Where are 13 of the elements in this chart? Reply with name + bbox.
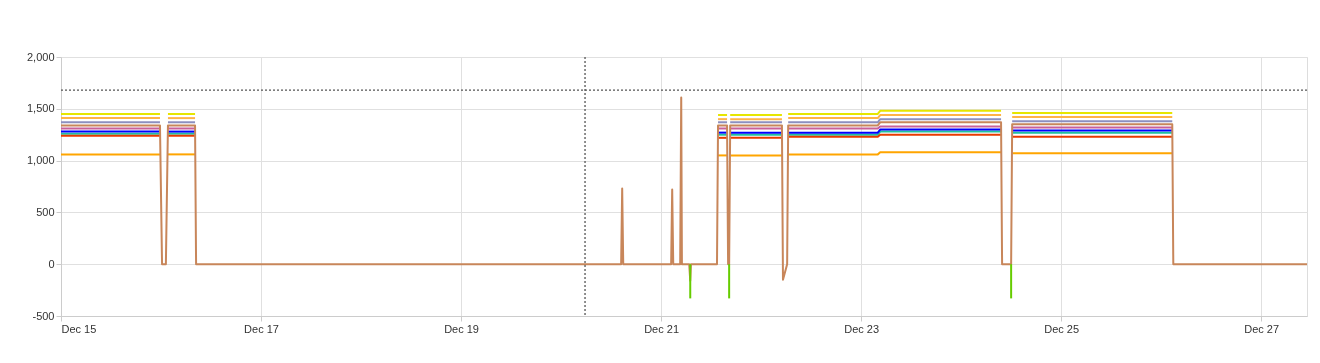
x-tick-label: Dec 15 [61,322,97,335]
x-tick-label: Dec 23 [844,322,880,335]
x-tick-label: Dec 25 [1044,322,1080,335]
y-tick-label: 500 [36,205,55,218]
x-tick-label: Dec 21 [644,322,680,335]
x-tick-label: Dec 27 [1244,322,1280,335]
y-tick-label: 1,500 [26,102,55,115]
x-tick-label: Dec 19 [444,322,479,335]
y-tick-label: 0 [48,257,55,270]
y-tick-label: 2,000 [26,50,55,63]
x-tick-label: Dec 17 [244,322,279,335]
y-tick-label: 1,000 [26,154,55,167]
y-tick-label: -500 [32,309,55,322]
